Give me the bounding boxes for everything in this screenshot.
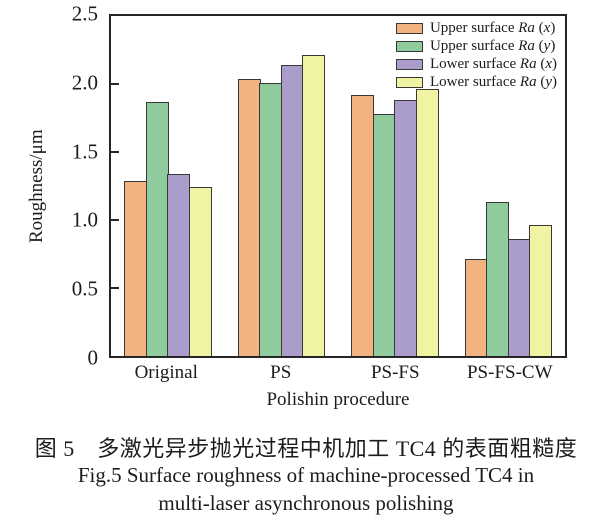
legend-label: Lower surface Ra (x) (429, 55, 557, 72)
bar-group-ps (225, 16, 339, 356)
legend-item: Upper surface Ra (x) (395, 19, 557, 37)
caption-english-line1: Fig.5 Surface roughness of machine-proce… (77, 463, 535, 487)
caption-chinese: 图 5 多激光异步抛光过程中机加工 TC4 的表面粗糙度 (34, 436, 578, 461)
y-tick-label: 1.5 (71, 139, 98, 164)
bar (372, 113, 396, 356)
bar (464, 259, 488, 356)
y-tick-mark (111, 287, 119, 289)
x-tick-label: Original (134, 362, 198, 383)
x-axis-title: Polishin procedure (266, 389, 410, 410)
bar (529, 225, 552, 356)
y-tick-label: 1.0 (71, 207, 98, 232)
bar (280, 64, 304, 356)
x-tick-label: PS-FS (370, 362, 420, 383)
bar (486, 202, 509, 356)
legend-item: Lower surface Ra (x) (395, 55, 557, 73)
legend-item: Upper surface Ra (y) (395, 37, 557, 55)
bar (415, 89, 439, 356)
legend-label: Lower surface Ra (y) (429, 73, 557, 90)
legend-item: Lower surface Ra (y) (395, 73, 557, 91)
y-tick-label: 2.0 (71, 70, 98, 95)
bar (351, 94, 374, 356)
bar (302, 55, 325, 356)
bar-group-ps-fs-cw (452, 16, 566, 356)
bar (124, 180, 147, 356)
y-tick-label: 2.5 (71, 1, 98, 26)
bar (167, 173, 190, 356)
bar (237, 78, 261, 356)
y-tick-mark (111, 83, 119, 85)
bar (259, 82, 282, 356)
legend-label: Upper surface Ra (x) (429, 19, 556, 36)
y-axis-tick-labels: 0 0.5 1.0 1.5 2.0 2.5 (0, 3, 103, 368)
y-tick-mark (111, 219, 119, 221)
y-tick-label: 0 (87, 345, 99, 370)
plot-area: Upper surface Ra (x) Upper surface Ra (y)… (109, 14, 567, 358)
y-tick-mark (111, 151, 119, 153)
bar-group-ps-fs (338, 16, 452, 356)
legend-swatch-icon (395, 22, 423, 34)
y-tick-label: 0.5 (71, 276, 98, 301)
caption-english-line2: multi-laser asynchronous polishing (158, 491, 454, 515)
bar (394, 100, 417, 356)
bar-groups (111, 16, 565, 356)
legend-swatch-icon (395, 40, 423, 52)
legend-swatch-icon (395, 76, 423, 88)
bar (507, 239, 531, 356)
x-tick-label: PS (270, 362, 292, 383)
bar-group-original (111, 16, 225, 356)
legend-label: Upper surface Ra (y) (429, 37, 556, 54)
legend: Upper surface Ra (x) Upper surface Ra (y)… (395, 19, 557, 91)
bar (145, 101, 169, 356)
bar (188, 187, 212, 356)
legend-swatch-icon (395, 58, 423, 70)
x-axis-tick-labels: Original PS PS-FS PS-FS-CW (109, 362, 567, 384)
x-tick-label: PS-FS-CW (466, 362, 553, 383)
